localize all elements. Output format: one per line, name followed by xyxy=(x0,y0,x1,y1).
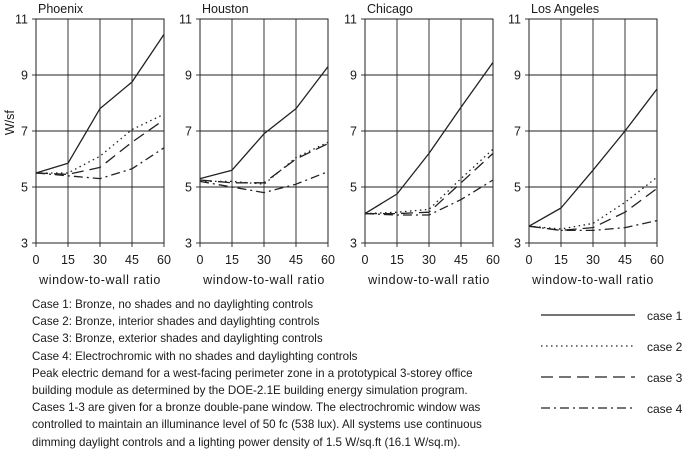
legend-swatch-case-2 xyxy=(541,345,635,347)
caption-line-description-2: building module as determined by the DOE… xyxy=(32,384,468,398)
x-tick-label: 30 xyxy=(257,253,271,267)
caption-line-case-4: Case 4: Electrochromic with no shades an… xyxy=(32,349,358,363)
y-tick-label: 7 xyxy=(350,125,357,139)
legend-item-case-1: case 1 xyxy=(537,306,687,337)
x-tick-label: 45 xyxy=(454,253,468,267)
x-tick-label: 45 xyxy=(618,253,632,267)
series-line-case-1 xyxy=(199,66,329,180)
legend-label-case-2: case 2 xyxy=(647,340,683,354)
series-line-case-4 xyxy=(528,219,658,232)
figure-caption: Case 1: Bronze, no shades and no dayligh… xyxy=(32,296,532,451)
y-tick-label: 9 xyxy=(350,69,357,83)
series-line-case-2 xyxy=(36,113,165,174)
legend-swatch-case-1 xyxy=(541,314,635,316)
x-tick-label: 45 xyxy=(125,253,139,267)
legend-label-case-3: case 3 xyxy=(647,371,683,385)
y-tick-label: 3 xyxy=(185,237,192,251)
chart-panel-0: 0 15 30 45 60 3 5 7 9 11 Phoenix window-to-wall rat… xyxy=(3,2,171,287)
x-tick-label: 60 xyxy=(157,253,171,267)
x-tick-label: 30 xyxy=(422,253,436,267)
x-axis-label: window-to-wall ratio xyxy=(367,273,490,287)
series-line-case-1 xyxy=(35,34,165,174)
x-tick-label: 0 xyxy=(526,253,533,267)
x-axis-label: window-to-wall ratio xyxy=(38,273,161,287)
x-tick-label: 60 xyxy=(650,253,664,267)
panel-title: Chicago xyxy=(367,2,413,16)
series-line-case-1 xyxy=(528,88,658,227)
x-tick-label: 60 xyxy=(321,253,335,267)
y-tick-label: 5 xyxy=(21,181,28,195)
y-tick-label: 5 xyxy=(185,181,192,195)
x-tick-label: 30 xyxy=(93,253,107,267)
legend-label-case-1: case 1 xyxy=(647,309,683,323)
series-line-case-2 xyxy=(528,176,658,230)
y-tick-label: 7 xyxy=(514,125,521,139)
legend-item-case-4: case 4 xyxy=(537,399,687,430)
chart-panel-2: 0 15 30 45 60 3 5 7 9 11 Chicago window-to-wall rat… xyxy=(344,2,500,287)
x-tick-label: 0 xyxy=(197,253,204,267)
chart-panel-3: 0 15 30 45 60 3 5 7 9 11 Los Angeles window-to-wall… xyxy=(508,2,664,287)
y-tick-label: 11 xyxy=(179,13,192,27)
caption-line-case-3: Case 3: Bronze, exterior shades and dayl… xyxy=(32,332,323,346)
legend-swatch-case-4 xyxy=(541,407,635,409)
series-line-case-3 xyxy=(365,152,494,215)
y-tick-label: 9 xyxy=(185,69,192,83)
caption-line-description-1: Peak electric demand for a west-facing p… xyxy=(32,366,473,380)
caption-line-description-4: controlled to maintain an illuminance le… xyxy=(32,418,482,432)
legend: case 1 case 2 case 3 case 4 xyxy=(537,306,687,430)
y-tick-label: 9 xyxy=(21,69,28,83)
caption-line-description-3: Cases 1-3 are given for a bronze double-… xyxy=(32,401,481,415)
y-axis-label: W/sf xyxy=(3,110,17,136)
legend-item-case-2: case 2 xyxy=(537,337,687,368)
x-tick-label: 30 xyxy=(586,253,600,267)
y-tick-label: 7 xyxy=(21,125,28,139)
x-tick-label: 15 xyxy=(554,253,568,267)
x-tick-label: 45 xyxy=(289,253,303,267)
x-tick-label: 0 xyxy=(33,253,40,267)
legend-label-case-4: case 4 xyxy=(647,402,683,416)
x-tick-label: 60 xyxy=(486,253,500,267)
series-line-case-2 xyxy=(364,148,494,215)
x-axis-label: window-to-wall ratio xyxy=(531,273,654,287)
series-line-case-4 xyxy=(35,147,165,180)
y-tick-label: 5 xyxy=(514,181,521,195)
panel-title: Phoenix xyxy=(38,2,84,16)
series-line-case-3 xyxy=(199,143,329,184)
caption-line-case-2: Case 2: Bronze, interior shades and dayl… xyxy=(32,315,320,329)
series-line-case-4 xyxy=(364,179,494,216)
series-line-case-1 xyxy=(364,62,494,215)
caption-line-case-1: Case 1: Bronze, no shades and no dayligh… xyxy=(32,298,314,311)
y-tick-label: 3 xyxy=(21,237,28,251)
y-tick-label: 3 xyxy=(514,237,521,251)
chart-panel-1: 0 15 30 45 60 3 5 7 9 11 Houston window-to-wall rat… xyxy=(179,2,335,287)
series-line-case-3 xyxy=(35,119,165,176)
legend-item-case-3: case 3 xyxy=(537,368,687,399)
y-tick-label: 11 xyxy=(344,13,357,27)
caption-line-description-5: dimming daylight controls and a lighting… xyxy=(32,435,461,449)
x-axis-label: window-to-wall ratio xyxy=(202,273,325,287)
x-tick-label: 0 xyxy=(362,253,369,267)
x-tick-label: 15 xyxy=(390,253,404,267)
legend-swatch-case-3 xyxy=(541,376,635,378)
series-line-case-4 xyxy=(199,170,329,194)
x-tick-label: 15 xyxy=(61,253,75,267)
y-tick-label: 11 xyxy=(508,13,521,27)
panel-title: Los Angeles xyxy=(531,2,599,16)
panel-title: Houston xyxy=(202,2,249,16)
y-tick-label: 3 xyxy=(350,237,357,251)
y-tick-label: 11 xyxy=(15,13,28,27)
y-tick-label: 5 xyxy=(350,181,357,195)
y-tick-label: 9 xyxy=(514,69,521,83)
x-tick-label: 15 xyxy=(225,253,239,267)
y-tick-label: 7 xyxy=(185,125,192,139)
